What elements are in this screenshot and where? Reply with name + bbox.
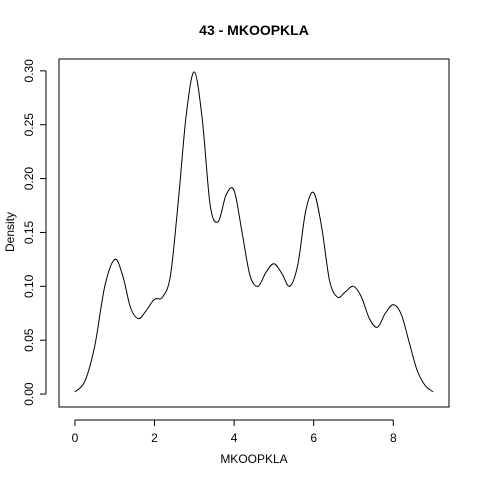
y-tick-label: 0.05: [22, 328, 36, 352]
y-tick-label: 0.25: [22, 113, 36, 137]
y-tick-label: 0.30: [22, 59, 36, 83]
series-layer: [74, 71, 434, 393]
x-tick-label: 2: [151, 431, 158, 445]
x-axis: 0 2 4 6 8: [72, 419, 397, 445]
y-tick-label: 0.10: [22, 274, 36, 298]
x-tick-label: 8: [390, 431, 397, 445]
y-tick-label: 0.20: [22, 167, 36, 191]
y-axis: 0.00 0.05 0.10 0.15 0.20 0.25 0.30: [22, 59, 47, 406]
plot-frame: [58, 58, 450, 408]
y-tick-label: 0.00: [22, 382, 36, 406]
density-curve: [74, 71, 434, 393]
x-tick-label: 4: [231, 431, 238, 445]
x-tick-label: 6: [310, 431, 317, 445]
x-tick-label: 0: [72, 431, 79, 445]
chart-title: 43 - MKOOPKLA: [199, 22, 309, 38]
x-axis-label: MKOOPKLA: [220, 452, 287, 466]
y-axis-label: Density: [3, 212, 17, 252]
y-tick-label: 0.15: [22, 220, 36, 244]
